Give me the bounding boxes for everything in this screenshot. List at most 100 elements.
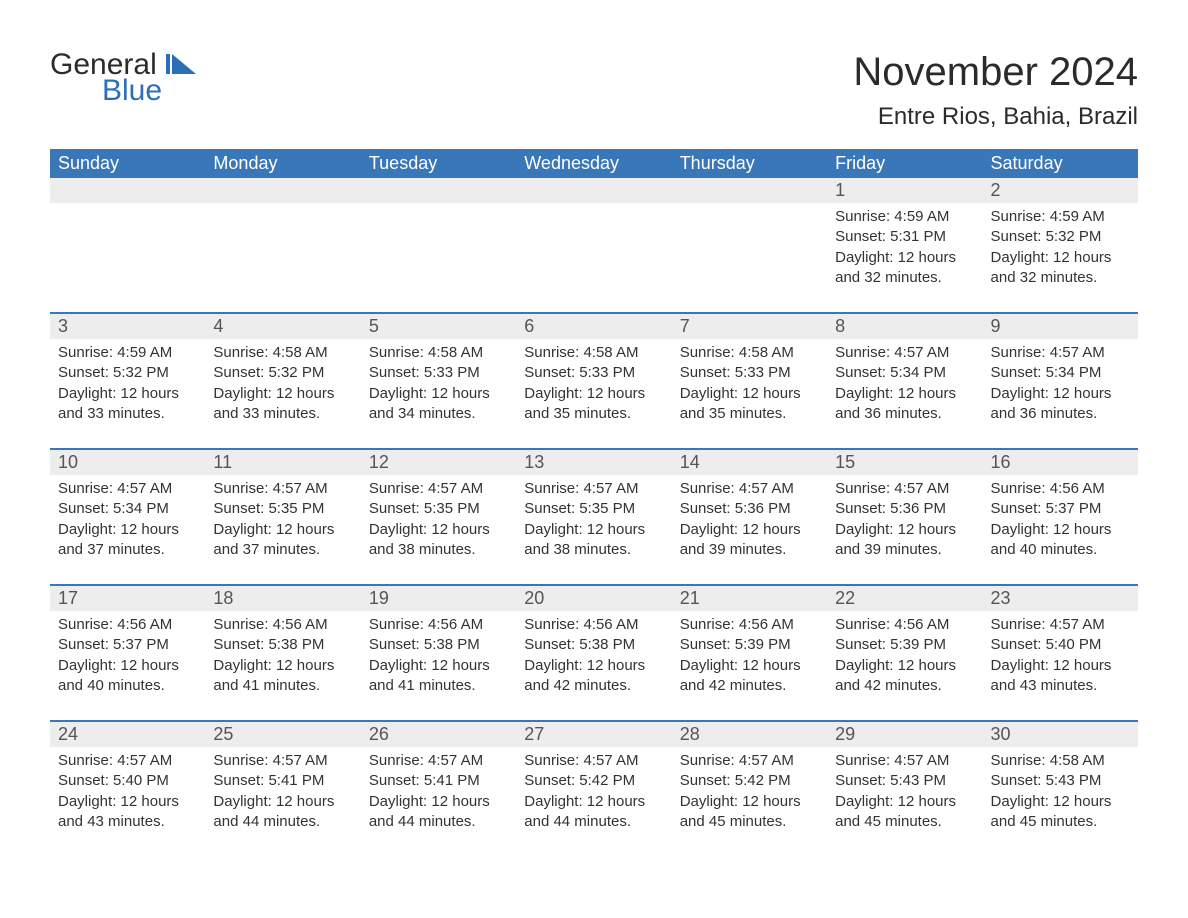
day-sr: Sunrise: 4:56 AM — [369, 615, 508, 635]
day-sr: Sunrise: 4:57 AM — [524, 751, 663, 771]
day-d2: and 38 minutes. — [369, 540, 508, 560]
day-details: Sunrise: 4:58 AMSunset: 5:33 PMDaylight:… — [672, 339, 827, 424]
weekday-header: Sunday — [50, 149, 205, 178]
calendar-week: 1Sunrise: 4:59 AMSunset: 5:31 PMDaylight… — [50, 178, 1138, 313]
day-d1: Daylight: 12 hours — [680, 656, 819, 676]
logo-text-block: General Blue — [50, 50, 162, 106]
day-ss: Sunset: 5:34 PM — [58, 499, 197, 519]
day-d1: Daylight: 12 hours — [58, 792, 197, 812]
day-number-bar — [516, 178, 671, 203]
day-d2: and 44 minutes. — [524, 812, 663, 832]
day-d1: Daylight: 12 hours — [835, 384, 974, 404]
day-d2: and 44 minutes. — [213, 812, 352, 832]
day-d2: and 40 minutes. — [991, 540, 1130, 560]
brand-line2: Blue — [102, 76, 162, 106]
day-d2: and 45 minutes. — [991, 812, 1130, 832]
day-details: Sunrise: 4:57 AMSunset: 5:41 PMDaylight:… — [361, 747, 516, 832]
day-ss: Sunset: 5:32 PM — [58, 363, 197, 383]
day-ss: Sunset: 5:39 PM — [680, 635, 819, 655]
day-ss: Sunset: 5:32 PM — [991, 227, 1130, 247]
day-number: 16 — [983, 450, 1138, 475]
day-d2: and 33 minutes. — [58, 404, 197, 424]
day-number: 25 — [205, 722, 360, 747]
day-ss: Sunset: 5:39 PM — [835, 635, 974, 655]
calendar-cell: 22Sunrise: 4:56 AMSunset: 5:39 PMDayligh… — [827, 585, 982, 721]
day-number: 11 — [205, 450, 360, 475]
title-block: November 2024 Entre Rios, Bahia, Brazil — [853, 50, 1138, 131]
day-d2: and 45 minutes. — [680, 812, 819, 832]
day-details: Sunrise: 4:57 AMSunset: 5:34 PMDaylight:… — [983, 339, 1138, 424]
day-details: Sunrise: 4:56 AMSunset: 5:38 PMDaylight:… — [361, 611, 516, 696]
day-d1: Daylight: 12 hours — [835, 656, 974, 676]
day-d1: Daylight: 12 hours — [369, 520, 508, 540]
day-d1: Daylight: 12 hours — [835, 792, 974, 812]
day-number: 1 — [827, 178, 982, 203]
day-ss: Sunset: 5:34 PM — [835, 363, 974, 383]
day-details: Sunrise: 4:59 AMSunset: 5:32 PMDaylight:… — [50, 339, 205, 424]
day-details: Sunrise: 4:57 AMSunset: 5:41 PMDaylight:… — [205, 747, 360, 832]
day-d1: Daylight: 12 hours — [58, 656, 197, 676]
day-d1: Daylight: 12 hours — [991, 384, 1130, 404]
day-sr: Sunrise: 4:56 AM — [991, 479, 1130, 499]
calendar-cell: 1Sunrise: 4:59 AMSunset: 5:31 PMDaylight… — [827, 178, 982, 313]
calendar-cell: 7Sunrise: 4:58 AMSunset: 5:33 PMDaylight… — [672, 313, 827, 449]
day-ss: Sunset: 5:38 PM — [369, 635, 508, 655]
day-number: 13 — [516, 450, 671, 475]
weekday-header: Tuesday — [361, 149, 516, 178]
day-details: Sunrise: 4:57 AMSunset: 5:42 PMDaylight:… — [672, 747, 827, 832]
day-number: 30 — [983, 722, 1138, 747]
day-sr: Sunrise: 4:56 AM — [835, 615, 974, 635]
weekday-header: Wednesday — [516, 149, 671, 178]
day-d1: Daylight: 12 hours — [524, 656, 663, 676]
day-number: 19 — [361, 586, 516, 611]
day-number: 21 — [672, 586, 827, 611]
day-d2: and 36 minutes. — [991, 404, 1130, 424]
day-sr: Sunrise: 4:56 AM — [524, 615, 663, 635]
calendar-cell: 3Sunrise: 4:59 AMSunset: 5:32 PMDaylight… — [50, 313, 205, 449]
day-sr: Sunrise: 4:57 AM — [369, 751, 508, 771]
calendar-cell: 28Sunrise: 4:57 AMSunset: 5:42 PMDayligh… — [672, 721, 827, 856]
day-sr: Sunrise: 4:57 AM — [680, 479, 819, 499]
day-sr: Sunrise: 4:57 AM — [213, 751, 352, 771]
day-d1: Daylight: 12 hours — [58, 520, 197, 540]
day-d1: Daylight: 12 hours — [680, 384, 819, 404]
weekday-header: Friday — [827, 149, 982, 178]
day-d1: Daylight: 12 hours — [213, 792, 352, 812]
weekday-header: Thursday — [672, 149, 827, 178]
day-d2: and 43 minutes. — [58, 812, 197, 832]
calendar-table: SundayMondayTuesdayWednesdayThursdayFrid… — [50, 149, 1138, 856]
calendar-cell: 11Sunrise: 4:57 AMSunset: 5:35 PMDayligh… — [205, 449, 360, 585]
day-number: 27 — [516, 722, 671, 747]
calendar-cell: 30Sunrise: 4:58 AMSunset: 5:43 PMDayligh… — [983, 721, 1138, 856]
day-sr: Sunrise: 4:56 AM — [58, 615, 197, 635]
day-sr: Sunrise: 4:57 AM — [58, 479, 197, 499]
day-details: Sunrise: 4:57 AMSunset: 5:34 PMDaylight:… — [827, 339, 982, 424]
day-d2: and 41 minutes. — [369, 676, 508, 696]
day-details: Sunrise: 4:58 AMSunset: 5:33 PMDaylight:… — [516, 339, 671, 424]
day-details: Sunrise: 4:57 AMSunset: 5:34 PMDaylight:… — [50, 475, 205, 560]
day-details: Sunrise: 4:59 AMSunset: 5:32 PMDaylight:… — [983, 203, 1138, 288]
day-ss: Sunset: 5:43 PM — [991, 771, 1130, 791]
day-ss: Sunset: 5:38 PM — [524, 635, 663, 655]
day-ss: Sunset: 5:33 PM — [369, 363, 508, 383]
day-d1: Daylight: 12 hours — [524, 792, 663, 812]
day-ss: Sunset: 5:35 PM — [213, 499, 352, 519]
calendar-cell: 29Sunrise: 4:57 AMSunset: 5:43 PMDayligh… — [827, 721, 982, 856]
day-number: 14 — [672, 450, 827, 475]
day-d2: and 45 minutes. — [835, 812, 974, 832]
day-details: Sunrise: 4:58 AMSunset: 5:43 PMDaylight:… — [983, 747, 1138, 832]
day-details: Sunrise: 4:58 AMSunset: 5:33 PMDaylight:… — [361, 339, 516, 424]
calendar-cell: 24Sunrise: 4:57 AMSunset: 5:40 PMDayligh… — [50, 721, 205, 856]
day-details: Sunrise: 4:57 AMSunset: 5:43 PMDaylight:… — [827, 747, 982, 832]
day-d2: and 35 minutes. — [680, 404, 819, 424]
day-d1: Daylight: 12 hours — [991, 248, 1130, 268]
calendar-cell: 17Sunrise: 4:56 AMSunset: 5:37 PMDayligh… — [50, 585, 205, 721]
day-d1: Daylight: 12 hours — [991, 520, 1130, 540]
day-number: 24 — [50, 722, 205, 747]
day-d1: Daylight: 12 hours — [524, 520, 663, 540]
calendar-cell — [361, 178, 516, 313]
day-d1: Daylight: 12 hours — [835, 520, 974, 540]
day-ss: Sunset: 5:35 PM — [524, 499, 663, 519]
day-d2: and 44 minutes. — [369, 812, 508, 832]
day-d2: and 42 minutes. — [524, 676, 663, 696]
